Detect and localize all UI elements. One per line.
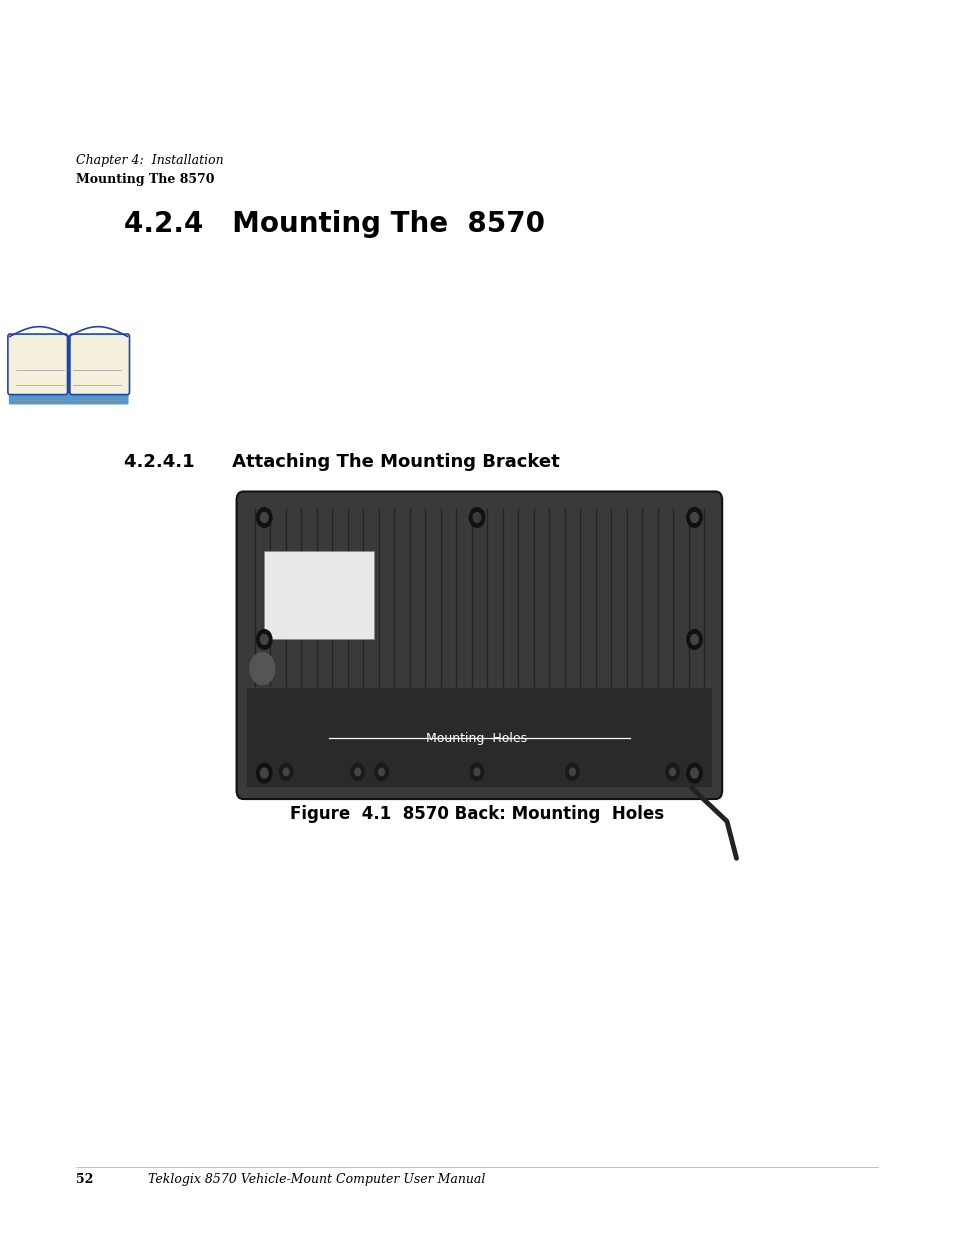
Text: 4.2.4.1      Attaching The Mounting Bracket: 4.2.4.1 Attaching The Mounting Bracket <box>124 453 559 472</box>
Bar <box>247 688 711 787</box>
Text: Chapter 4:  Installation: Chapter 4: Installation <box>76 154 224 168</box>
Circle shape <box>256 630 272 650</box>
Circle shape <box>260 635 268 645</box>
Circle shape <box>690 768 698 778</box>
Circle shape <box>283 768 289 776</box>
Circle shape <box>690 635 698 645</box>
Circle shape <box>355 768 360 776</box>
Circle shape <box>256 508 272 527</box>
Circle shape <box>565 763 578 781</box>
FancyBboxPatch shape <box>70 335 130 395</box>
Circle shape <box>470 763 483 781</box>
FancyBboxPatch shape <box>236 492 721 799</box>
Circle shape <box>250 652 274 684</box>
Circle shape <box>690 513 698 522</box>
Text: Figure  4.1  8570 Back: Mounting  Holes: Figure 4.1 8570 Back: Mounting Holes <box>290 805 663 824</box>
Circle shape <box>669 768 675 776</box>
Text: Mounting  Holes: Mounting Holes <box>426 731 527 745</box>
FancyBboxPatch shape <box>9 388 129 405</box>
Text: Mounting The 8570: Mounting The 8570 <box>76 173 214 186</box>
Circle shape <box>260 513 268 522</box>
Text: Teklogix 8570 Vehicle-Mount Computer User Manual: Teklogix 8570 Vehicle-Mount Computer Use… <box>148 1173 485 1187</box>
Circle shape <box>569 768 575 776</box>
Text: 4.2.4   Mounting The  8570: 4.2.4 Mounting The 8570 <box>124 210 544 238</box>
Circle shape <box>473 513 480 522</box>
Text: 52: 52 <box>76 1173 93 1187</box>
Circle shape <box>378 768 384 776</box>
Circle shape <box>375 763 388 781</box>
Circle shape <box>474 768 479 776</box>
Circle shape <box>469 508 484 527</box>
Circle shape <box>256 763 272 783</box>
Circle shape <box>260 768 268 778</box>
Circle shape <box>686 630 701 650</box>
Circle shape <box>279 763 293 781</box>
Circle shape <box>686 763 701 783</box>
Circle shape <box>686 508 701 527</box>
Bar <box>264 551 374 640</box>
Circle shape <box>351 763 364 781</box>
Circle shape <box>665 763 679 781</box>
FancyBboxPatch shape <box>8 335 68 395</box>
